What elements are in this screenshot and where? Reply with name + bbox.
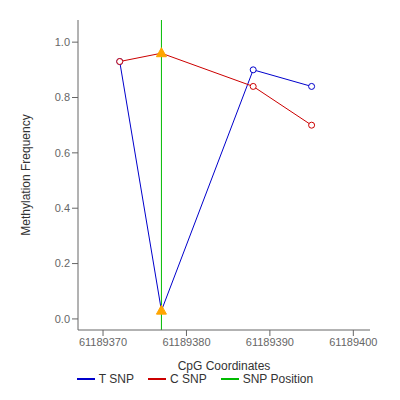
html-text:T SNP: T SNP	[98, 372, 134, 386]
svg-text:61189400: 61189400	[329, 336, 377, 348]
svg-text:CpG Coordinates: CpG Coordinates	[178, 359, 271, 373]
html-text:SNP Position: SNP Position	[242, 372, 314, 386]
svg-text:61189390: 61189390	[246, 336, 294, 348]
svg-text:61189370: 61189370	[79, 336, 127, 348]
svg-text:0.8: 0.8	[55, 91, 70, 103]
html-text:C SNP: C SNP	[170, 372, 207, 386]
svg-text:0.6: 0.6	[55, 147, 70, 159]
svg-text:Methylation Frequency: Methylation Frequency	[19, 114, 33, 235]
svg-text:1.0: 1.0	[55, 36, 70, 48]
svg-text:0.0: 0.0	[55, 313, 70, 325]
svg-text:61189380: 61189380	[162, 336, 210, 348]
svg-text:0.2: 0.2	[55, 257, 70, 269]
svg-text:0.4: 0.4	[55, 202, 70, 214]
